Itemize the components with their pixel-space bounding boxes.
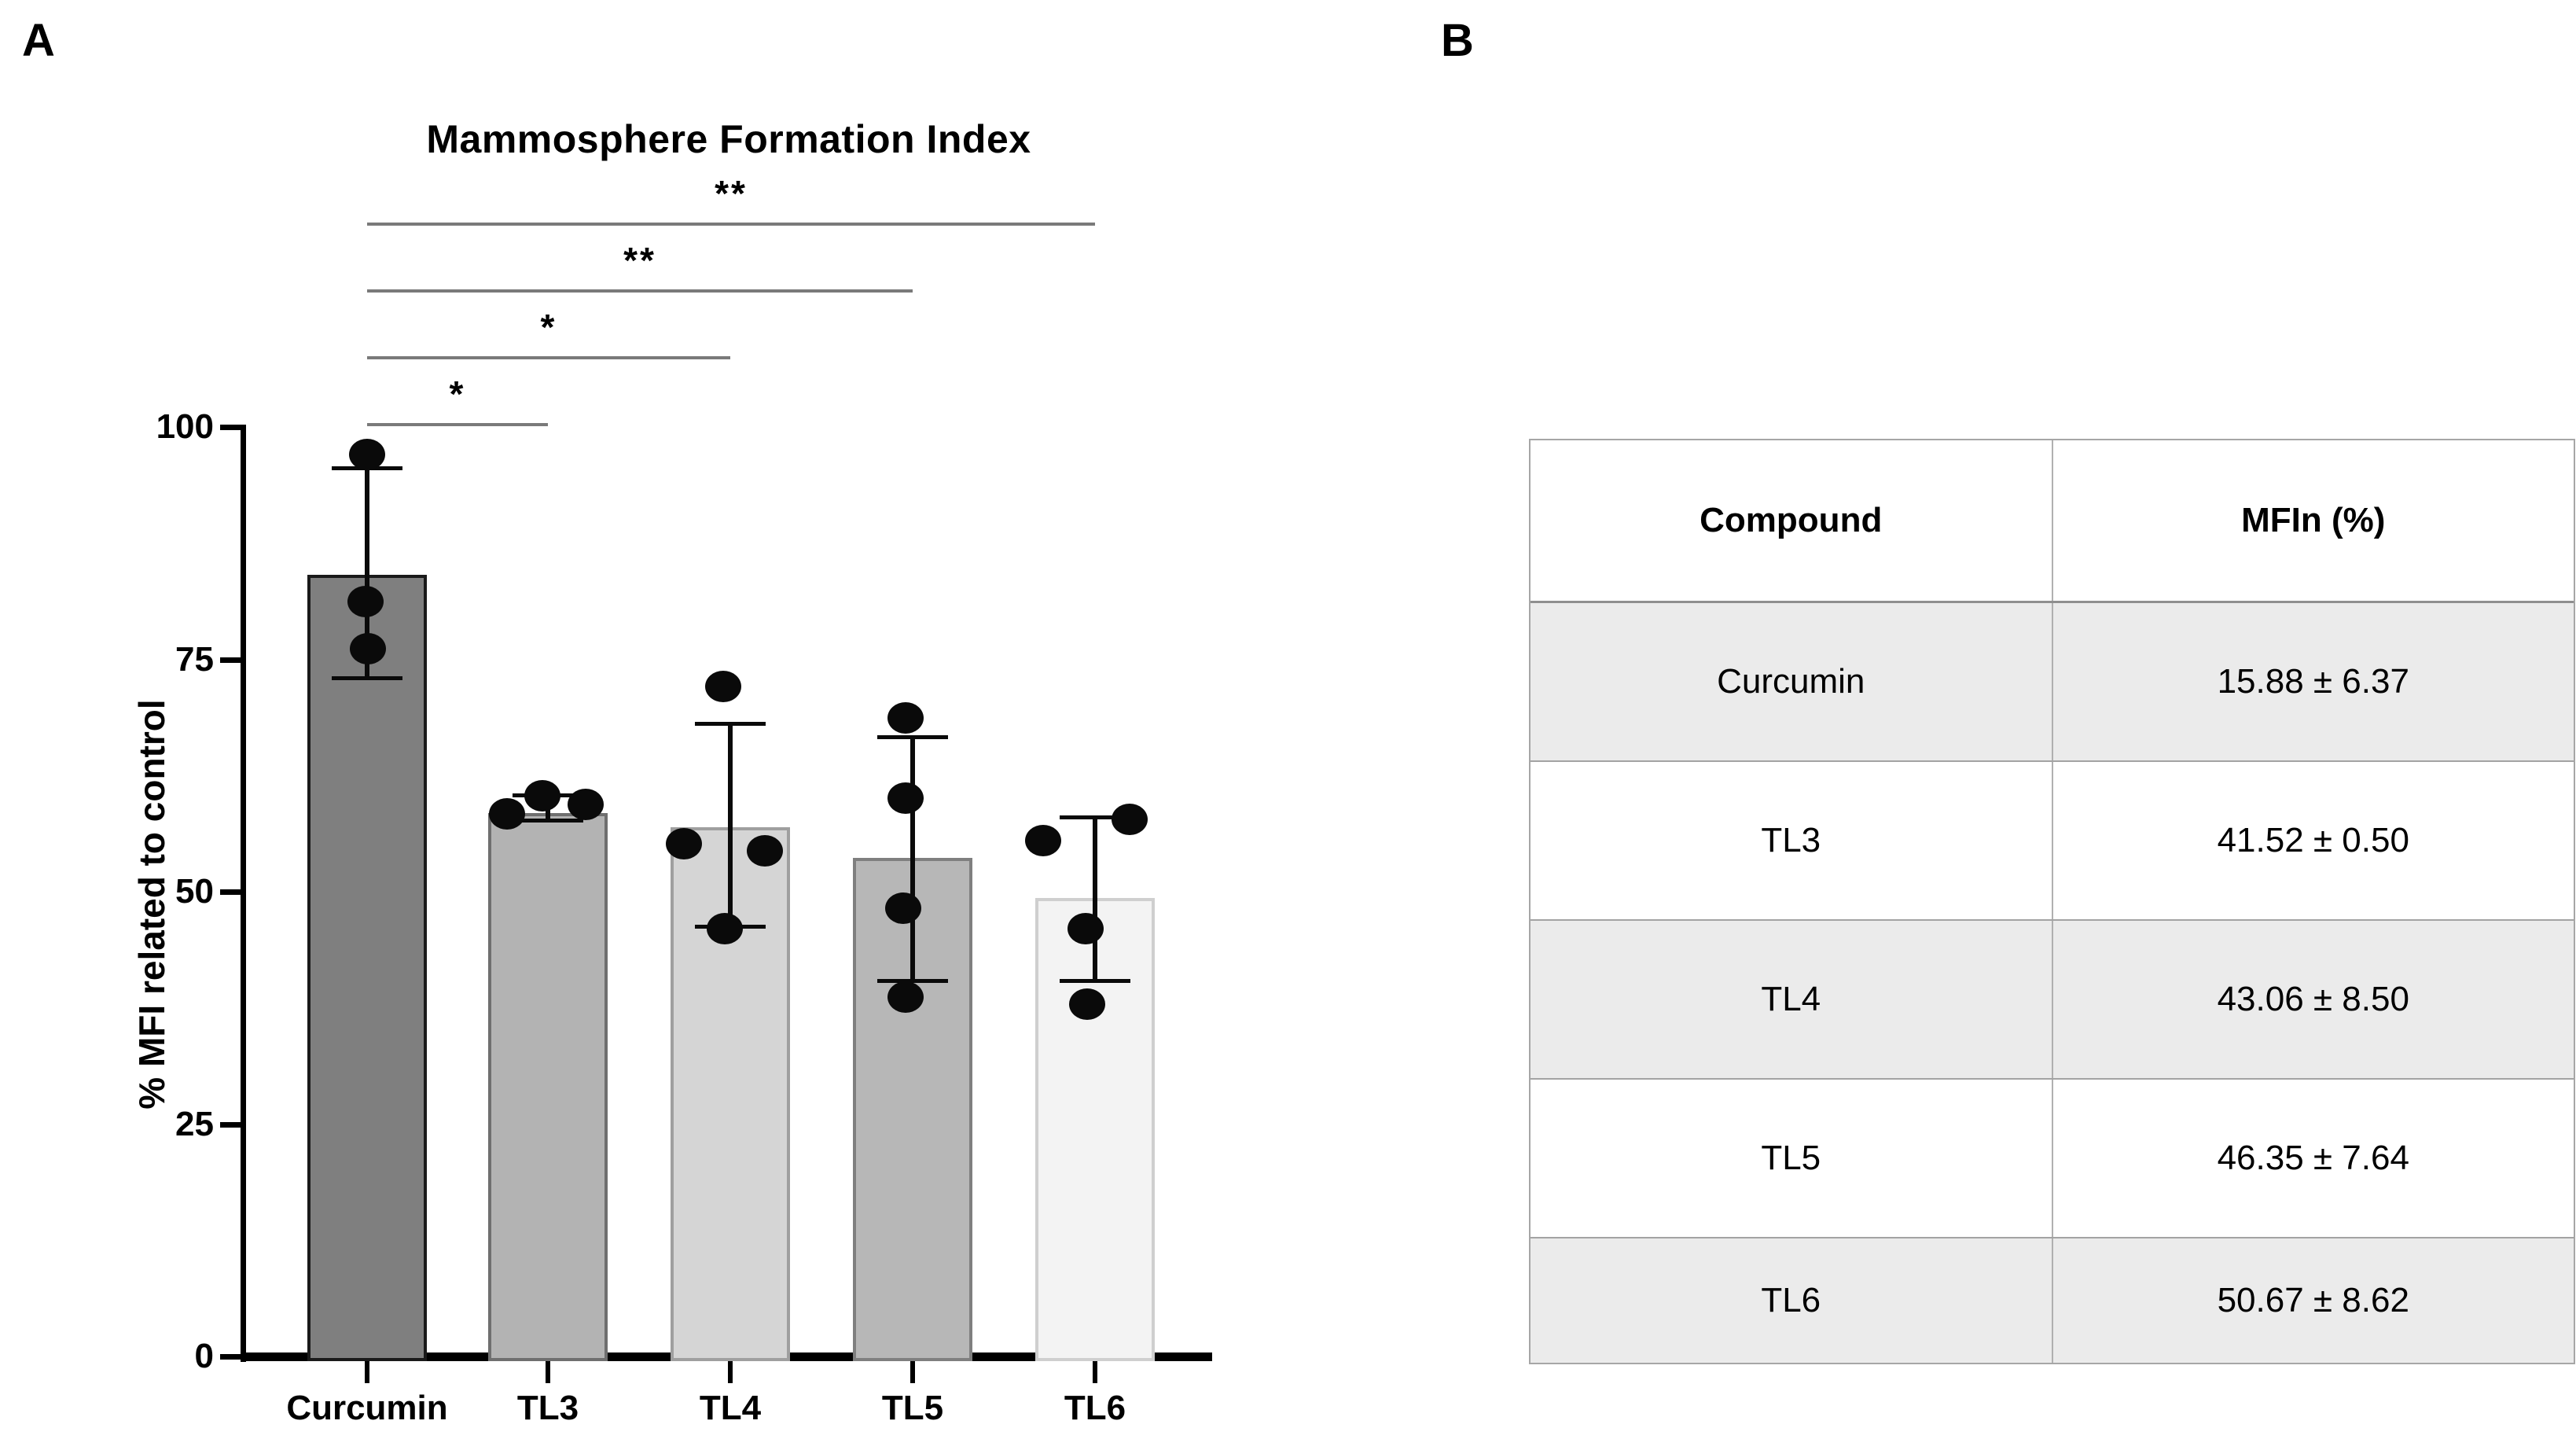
significance-bracket — [367, 423, 548, 426]
error-bar-cap-bottom — [332, 676, 402, 681]
significance-stars: ** — [623, 240, 656, 281]
data-point — [489, 797, 525, 830]
x-tick-label: Curcumin — [286, 1389, 448, 1427]
error-bar-line — [728, 723, 733, 926]
table-row: Curcumin 15.88 ± 6.37 — [1531, 603, 2574, 760]
data-point — [887, 981, 924, 1013]
significance-stars: ** — [715, 173, 748, 214]
x-tick — [1093, 1361, 1097, 1383]
bar-tl3 — [488, 812, 608, 1361]
panel-a-label: A — [22, 15, 55, 66]
mfi-table: Compound MFIn (%) Curcumin 15.88 ± 6.37 … — [1529, 439, 2575, 1364]
table-row: TL3 41.52 ± 0.50 — [1531, 760, 2574, 919]
data-point — [1112, 803, 1148, 835]
error-bar-line — [1093, 817, 1097, 981]
table-cell-compound: Curcumin — [1531, 603, 2053, 760]
table-cell-mfin: 15.88 ± 6.37 — [2217, 662, 2409, 701]
significance-bracket — [367, 223, 1095, 226]
significance-stars: * — [449, 374, 466, 414]
table-row: TL4 43.06 ± 8.50 — [1531, 919, 2574, 1078]
bar-tl5 — [853, 858, 972, 1361]
significance-bracket — [367, 356, 730, 359]
data-point — [887, 701, 924, 734]
x-tick — [728, 1361, 733, 1383]
table-cell-compound: TL6 — [1531, 1238, 2053, 1363]
data-point — [568, 788, 604, 820]
data-point — [1068, 913, 1104, 945]
y-tick — [220, 889, 241, 895]
data-point — [887, 782, 924, 814]
y-tick-label: 50 — [175, 872, 214, 911]
y-tick-label: 75 — [175, 639, 214, 679]
y-tick-label: 0 — [194, 1337, 214, 1375]
mammosphere-bar-chart: Mammosphere Formation Index % MFI relate… — [131, 117, 1212, 1427]
significance-bracket — [367, 289, 913, 293]
table-header-compound: Compound — [1531, 440, 2053, 601]
y-tick — [220, 1121, 241, 1128]
x-tick — [365, 1361, 369, 1383]
x-tick-label: TL3 — [516, 1389, 579, 1427]
data-point — [1069, 988, 1105, 1021]
x-tick-label: TL5 — [881, 1389, 944, 1427]
chart-title: Mammosphere Formation Index — [426, 117, 1031, 161]
table-cell-mfin: 50.67 ± 8.62 — [2217, 1281, 2409, 1319]
data-point — [349, 439, 385, 471]
table-cell-compound: TL4 — [1531, 921, 2053, 1078]
y-tick-label: 100 — [156, 407, 214, 446]
table-header-mfin: MFIn (%) — [2241, 501, 2386, 539]
x-tick-label: TL6 — [1064, 1389, 1126, 1427]
error-bar-cap-top — [1060, 815, 1130, 820]
data-point — [705, 670, 741, 702]
data-point — [747, 834, 783, 867]
table-cell-mfin: 43.06 ± 8.50 — [2217, 980, 2409, 1018]
table-row: TL6 50.67 ± 8.62 — [1531, 1237, 2574, 1363]
error-bar-cap-top — [877, 734, 948, 739]
bar-curcumin — [307, 574, 427, 1361]
data-point — [524, 780, 560, 812]
error-bar-cap-bottom — [513, 818, 583, 823]
y-tick — [220, 1354, 241, 1360]
error-bar-cap-bottom — [1060, 979, 1130, 984]
error-bar-line — [910, 736, 915, 981]
x-tick — [546, 1361, 550, 1383]
data-point — [1025, 824, 1061, 856]
significance-stars: * — [540, 307, 557, 348]
table-header-row: Compound MFIn (%) — [1531, 440, 2574, 603]
data-point — [347, 586, 384, 618]
y-tick-label: 25 — [175, 1104, 214, 1143]
error-bar-line — [365, 468, 369, 679]
panel-b-label: B — [1441, 15, 1474, 66]
y-axis-line — [241, 425, 246, 1362]
x-tick-label: TL4 — [699, 1389, 762, 1427]
table-row: TL5 46.35 ± 7.64 — [1531, 1078, 2574, 1237]
error-bar-cap-bottom — [877, 979, 948, 984]
table-cell-mfin: 46.35 ± 7.64 — [2217, 1139, 2409, 1177]
table-cell-compound: TL3 — [1531, 762, 2053, 919]
y-tick — [220, 657, 241, 663]
x-tick — [910, 1361, 915, 1383]
table-cell-mfin: 41.52 ± 0.50 — [2217, 821, 2409, 859]
data-point — [350, 633, 386, 665]
data-point — [707, 913, 743, 945]
table-cell-compound: TL5 — [1531, 1080, 2053, 1237]
error-bar-cap-top — [695, 722, 766, 727]
y-tick — [220, 425, 241, 430]
data-point — [666, 827, 702, 859]
data-point — [885, 892, 921, 925]
